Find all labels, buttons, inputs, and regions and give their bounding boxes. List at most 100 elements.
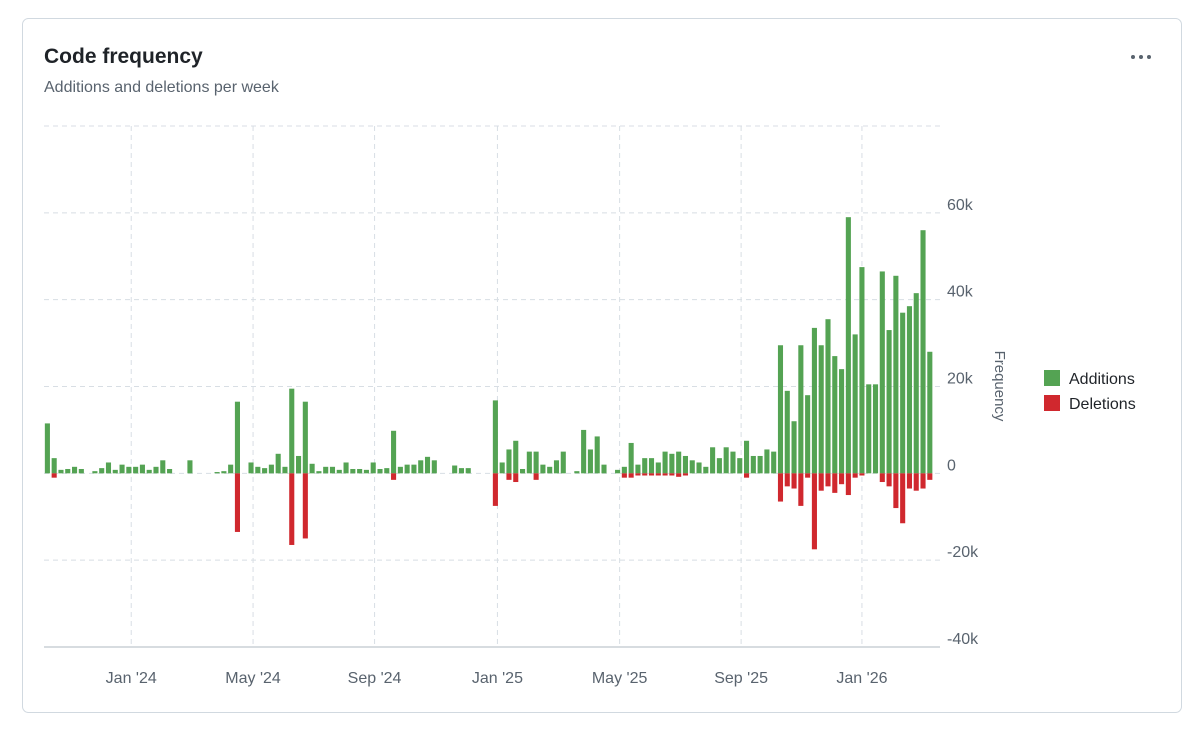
bar: [764, 449, 770, 474]
bar: [798, 345, 804, 474]
x-tick-label: Sep '24: [348, 670, 402, 687]
bar: [411, 464, 417, 474]
bar: [655, 473, 661, 476]
bar: [872, 384, 879, 474]
bar: [540, 464, 546, 474]
bar: [744, 440, 750, 474]
bar: [682, 473, 688, 476]
bar: [513, 473, 519, 483]
bar: [886, 473, 892, 487]
bar: [662, 451, 668, 474]
y-tick-label: -40k: [947, 631, 979, 648]
bar: [262, 468, 268, 474]
bar: [642, 458, 648, 474]
bar: [296, 455, 302, 474]
bar: [676, 451, 682, 474]
bar: [234, 473, 240, 532]
bar: [852, 473, 858, 478]
y-tick-label: 20k: [947, 371, 974, 388]
bar: [771, 451, 777, 474]
bar: [893, 275, 899, 474]
bar: [621, 473, 627, 478]
x-tick-label: Jan '25: [472, 670, 523, 687]
more-options-button[interactable]: [1131, 55, 1151, 59]
bar: [404, 464, 410, 474]
bar: [336, 469, 342, 474]
bar: [112, 469, 118, 474]
bar: [275, 453, 281, 474]
bar: [397, 466, 403, 474]
bar: [845, 217, 851, 474]
bar: [839, 473, 845, 485]
bar: [784, 473, 790, 487]
bar: [65, 468, 71, 474]
bar: [72, 466, 78, 474]
bar: [784, 390, 790, 474]
bar: [900, 473, 906, 524]
legend-label: Deletions: [1069, 396, 1136, 413]
bar: [282, 466, 288, 474]
bar: [431, 460, 437, 474]
bar: [879, 271, 885, 474]
bar: [832, 356, 838, 474]
bar: [357, 468, 363, 474]
bar: [533, 451, 539, 474]
bar: [126, 466, 132, 474]
bar: [811, 473, 817, 550]
bar: [594, 436, 600, 474]
bar: [302, 473, 308, 539]
bar: [92, 471, 98, 474]
bar: [791, 421, 797, 474]
bar: [682, 455, 688, 474]
bar: [900, 312, 906, 474]
bar: [547, 466, 553, 474]
x-tick-label: May '25: [592, 670, 648, 687]
dot: [1131, 55, 1135, 59]
x-tick-label: Sep '25: [714, 670, 768, 687]
bar: [621, 466, 627, 474]
bar: [58, 469, 64, 474]
legend-swatch: [1044, 370, 1060, 386]
bar: [350, 468, 356, 474]
bar: [906, 473, 912, 489]
bar: [452, 465, 458, 474]
bar: [628, 442, 634, 474]
bar: [533, 473, 539, 480]
bar: [553, 460, 560, 474]
bar: [343, 462, 349, 474]
bar: [323, 466, 329, 474]
bar: [913, 473, 919, 491]
bar: [214, 472, 220, 474]
bar: [635, 464, 641, 474]
chart-title: Code frequency: [44, 45, 203, 68]
bar: [139, 464, 145, 474]
bar: [703, 466, 709, 474]
bar: [418, 460, 424, 474]
bar: [744, 473, 750, 478]
bar: [906, 306, 912, 474]
bar: [648, 473, 655, 476]
bar: [309, 463, 315, 474]
bar: [798, 473, 804, 506]
bar: [879, 473, 885, 483]
bar: [146, 469, 152, 474]
bar: [655, 462, 661, 474]
bar: [893, 473, 899, 509]
bar: [777, 345, 784, 474]
bar: [628, 473, 634, 478]
bar: [363, 469, 369, 474]
bar: [730, 451, 736, 474]
bar: [492, 400, 498, 474]
x-tick-label: Jan '26: [836, 670, 887, 687]
bar: [791, 473, 797, 489]
bar: [662, 473, 668, 476]
bar: [105, 462, 112, 474]
bar: [825, 319, 831, 474]
bar: [811, 327, 817, 474]
bar: [832, 473, 838, 493]
bar: [805, 395, 811, 474]
bar: [927, 351, 933, 474]
bar: [750, 455, 756, 474]
bar: [689, 460, 695, 474]
